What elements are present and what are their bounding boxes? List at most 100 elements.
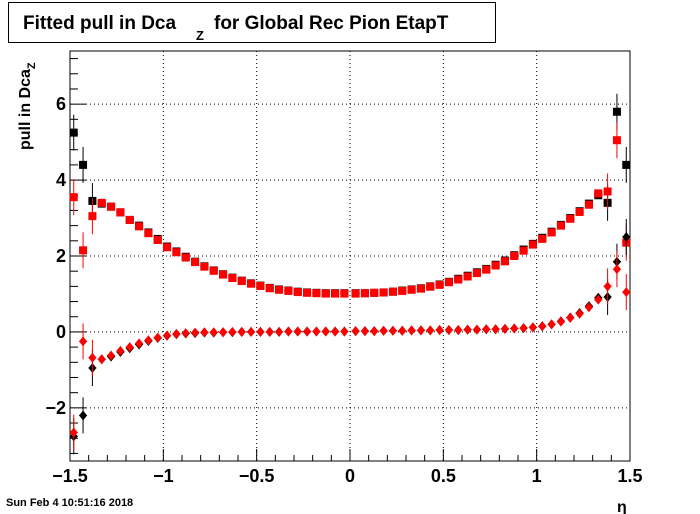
data-point — [351, 326, 360, 337]
data-point — [79, 336, 88, 347]
data-point — [575, 207, 584, 216]
data-point — [426, 325, 435, 336]
data-point — [237, 277, 246, 286]
x-axis-title: η — [617, 499, 627, 514]
data-point — [237, 326, 246, 337]
data-point — [547, 319, 556, 330]
data-point — [510, 323, 519, 334]
data-point — [510, 252, 519, 260]
data-point — [125, 215, 134, 224]
data-point — [163, 330, 172, 341]
data-point — [482, 324, 491, 335]
data-point — [612, 264, 621, 275]
data-point — [293, 288, 302, 297]
data-point — [444, 325, 453, 336]
chart-title-main: Fitted pull in Dca — [23, 13, 177, 34]
data-point — [181, 328, 190, 339]
data-point — [426, 282, 435, 291]
data-point — [293, 326, 302, 337]
data-point — [622, 160, 631, 169]
data-point — [519, 323, 528, 334]
x-tick-label: 0 — [345, 466, 355, 486]
data-point — [284, 286, 293, 295]
data-point — [275, 326, 284, 337]
data-point — [538, 321, 547, 332]
data-point — [482, 265, 491, 274]
data-point — [528, 240, 537, 249]
data-point — [97, 198, 106, 207]
data-point — [97, 354, 106, 365]
data-point — [181, 253, 190, 262]
data-point — [219, 270, 228, 279]
data-point — [603, 187, 612, 196]
data-point — [209, 266, 218, 275]
data-point — [125, 342, 134, 353]
data-point — [303, 288, 312, 297]
y-tick-label: 0 — [56, 322, 66, 342]
series-1 — [69, 122, 631, 298]
x-tick-label: −1 — [153, 466, 174, 486]
data-point — [331, 326, 340, 337]
data-point — [135, 338, 144, 349]
data-point — [265, 284, 274, 293]
data-point — [88, 352, 97, 363]
x-tick-label: 1.5 — [617, 466, 642, 486]
data-point — [172, 328, 181, 339]
data-point — [407, 285, 416, 294]
data-series — [69, 93, 631, 455]
data-point — [416, 325, 425, 336]
data-point — [200, 262, 209, 271]
data-point — [321, 326, 330, 337]
data-point — [284, 326, 293, 337]
data-point — [435, 280, 444, 289]
data-point — [463, 324, 472, 335]
data-point — [435, 325, 444, 336]
y-tick-label: 6 — [56, 94, 66, 114]
y-tick-label: 2 — [56, 246, 66, 266]
y-tick-label: 4 — [56, 170, 66, 190]
data-point — [603, 281, 612, 292]
data-point — [360, 326, 369, 337]
data-point — [116, 208, 125, 217]
data-point — [612, 136, 621, 145]
axes: −1.5 −1 −0.5 0 0.5 1 1.5 −2 0 2 4 6 — [45, 58, 643, 486]
x-tick-label: −0.5 — [239, 466, 275, 486]
data-point — [331, 289, 340, 298]
series-3 — [69, 251, 631, 451]
y-tick-label: −2 — [45, 398, 66, 418]
data-point — [351, 289, 360, 298]
data-point — [312, 326, 321, 337]
data-point — [69, 427, 78, 438]
data-point — [275, 285, 284, 294]
data-point — [407, 325, 416, 336]
chart-title-subscript: Z — [196, 28, 204, 43]
data-point — [379, 325, 388, 336]
data-point — [265, 326, 274, 337]
data-point — [472, 269, 481, 278]
data-point — [107, 202, 116, 211]
data-point — [256, 281, 265, 290]
data-point — [594, 189, 603, 198]
data-point — [172, 248, 181, 257]
data-point — [79, 410, 88, 421]
data-point — [454, 325, 463, 336]
data-point — [491, 324, 500, 335]
data-point — [575, 308, 584, 319]
data-point — [153, 332, 162, 343]
data-point — [88, 212, 97, 221]
data-point — [79, 160, 88, 169]
data-point — [594, 294, 603, 305]
data-point — [303, 326, 312, 337]
y-axis-title-main: pull in Dca — [17, 69, 34, 150]
y-axis-title-subscript: Z — [26, 62, 38, 69]
data-point — [191, 258, 200, 267]
data-point — [228, 274, 237, 283]
data-point — [566, 214, 575, 223]
y-axis-title: pull in DcaZ — [17, 62, 38, 150]
data-point — [116, 345, 125, 356]
data-point — [69, 193, 78, 202]
datestamp: Sun Feb 4 10:51:16 2018 — [6, 497, 134, 509]
chart-title-box: Fitted pull in Dca Z for Global Rec Pion… — [8, 2, 496, 43]
data-point — [500, 257, 509, 266]
